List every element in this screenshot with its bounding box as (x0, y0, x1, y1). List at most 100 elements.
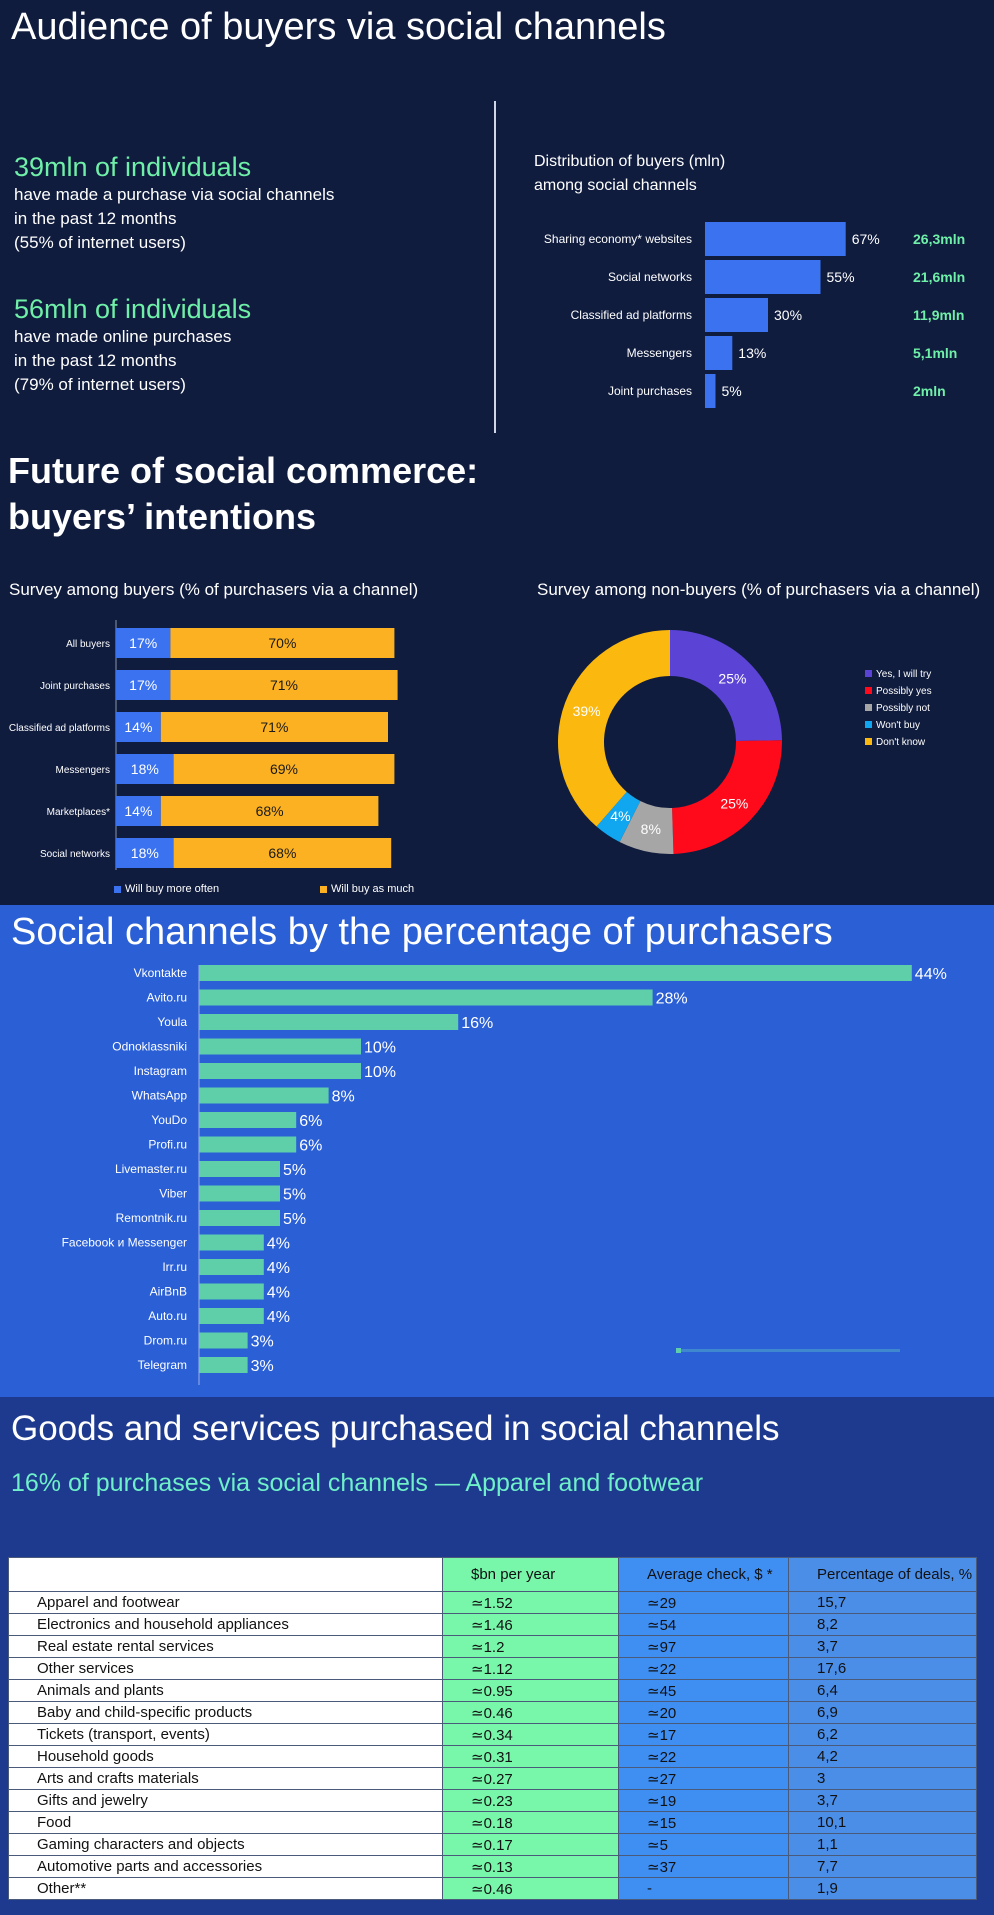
distribution-bar (705, 260, 821, 294)
buyers-value-label: 68% (256, 803, 284, 819)
legend-more-often-label: Will buy more often (125, 883, 220, 895)
channels-value-label: 4% (267, 1309, 290, 1326)
distribution-title-line2: among social channels (534, 177, 697, 194)
donut-legend-swatch (865, 738, 872, 745)
buyers-bar-more-often (116, 754, 174, 784)
cell-bn-per-year: ≃0.34 (442, 1723, 619, 1746)
donut-slice (672, 740, 782, 854)
table-row: Other services ≃1.12 ≃22 17,6 (8, 1657, 978, 1680)
cell-percentage-deals: 3 (787, 1767, 978, 1790)
channels-value-label: 8% (332, 1089, 355, 1106)
audience-section: Audience of buyers via social channels 3… (0, 0, 994, 905)
cell-bn-per-year: ≃0.95 (442, 1679, 619, 1702)
cell-average-check: ≃45 (618, 1679, 789, 1702)
channels-bar (199, 1259, 264, 1275)
buyers-value-label: 71% (270, 677, 298, 693)
distribution-mln-label: 2mln (913, 383, 946, 399)
buyers-bar-as-much (170, 628, 395, 658)
channels-category-label: WhatsApp (132, 1089, 188, 1103)
cell-average-check: ≃17 (618, 1723, 789, 1746)
channels-category-label: Odnoklassniki (112, 1040, 187, 1054)
cell-category: Apparel and footwear (8, 1591, 443, 1614)
cell-category: Electronics and household appliances (8, 1613, 443, 1636)
cell-bn-per-year: ≃0.18 (442, 1811, 619, 1834)
stat-social-line3: (55% of internet users) (14, 233, 186, 252)
cell-category: Gaming characters and objects (8, 1833, 443, 1856)
donut-slice (596, 791, 641, 843)
donut-legend-swatch (865, 687, 872, 694)
future-title-line1: Future of social commerce: (8, 450, 479, 491)
buyers-category-label: Social networks (40, 849, 110, 860)
channels-value-label: 5% (283, 1187, 306, 1204)
channels-category-label: Drom.ru (144, 1334, 187, 1348)
legend-as-much: Will buy as much (320, 883, 414, 895)
cell-percentage-deals: 10,1 (787, 1811, 978, 1834)
table-row: Apparel and footwear ≃1.52 ≃29 15,7 (8, 1591, 978, 1614)
channels-bar (199, 1283, 264, 1300)
table-row: Other** ≃0.46-1,9 (8, 1877, 978, 1900)
distribution-mln-label: 5,1mln (913, 345, 957, 361)
stat-block-online: 56mln of individuals have made online pu… (14, 294, 251, 397)
table-header-row: $bn per year Average check, $ * Percenta… (8, 1557, 978, 1592)
channels-category-label: YouDo (151, 1113, 187, 1127)
buyers-value-label: 70% (268, 635, 296, 651)
buyers-value-label: 68% (268, 845, 296, 861)
buyers-value-label: 14% (124, 719, 152, 735)
distribution-bar (705, 298, 768, 332)
channels-bar (199, 1234, 264, 1251)
channels-bar (199, 1357, 248, 1373)
donut-legend-label: Yes, I will try (876, 669, 931, 680)
buyers-value-label: 18% (131, 845, 159, 861)
table-header-bn-per-year: $bn per year (442, 1557, 619, 1592)
cell-bn-per-year: ≃1.12 (442, 1657, 619, 1680)
distribution-bar (705, 222, 846, 256)
faint-legend-swatch (676, 1348, 681, 1353)
buyers-bar-as-much (160, 712, 388, 742)
distribution-category-label: Social networks (608, 270, 692, 284)
cell-category: Arts and crafts materials (8, 1767, 443, 1790)
cell-average-check: ≃19 (618, 1789, 789, 1812)
channels-category-label: Irr.ru (162, 1260, 187, 1274)
cell-bn-per-year: ≃0.23 (442, 1789, 619, 1812)
table-header-category (8, 1557, 443, 1592)
buyers-bar-more-often (116, 628, 171, 658)
cell-average-check: ≃29 (618, 1591, 789, 1614)
distribution-value-label: 30% (774, 307, 802, 323)
buyers-value-label: 17% (129, 677, 157, 693)
cell-average-check: - (618, 1877, 789, 1900)
cell-average-check: ≃54 (618, 1613, 789, 1636)
channels-category-label: Vkontakte (134, 966, 188, 980)
donut-legend-swatch (865, 670, 872, 677)
cell-category: Tickets (transport, events) (8, 1723, 443, 1746)
buyers-stacked-bar-chart: All buyers 17% 70% Joint purchases 17% 71% Cla… (9, 620, 398, 870)
cell-category: Animals and plants (8, 1679, 443, 1702)
legend-swatch-as-much (320, 885, 327, 893)
cell-percentage-deals: 8,2 (787, 1613, 978, 1636)
buyers-value-label: 18% (131, 761, 159, 777)
buyers-bar-more-often (116, 796, 161, 826)
nonbuyers-donut-chart: 25% 25% 8% 4% 39% Yes, I will try Possibly yes… (558, 630, 932, 854)
stat-online-line3: (79% of internet users) (14, 375, 186, 394)
cell-bn-per-year: ≃0.46 (442, 1877, 619, 1900)
donut-value-label: 25% (718, 671, 746, 687)
nonbuyers-survey-title: Survey among non-buyers (% of purchasers… (537, 580, 981, 599)
cell-average-check: ≃22 (618, 1745, 789, 1768)
cell-average-check: ≃15 (618, 1811, 789, 1834)
table-row: Real estate rental services ≃1.2 ≃97 3,7 (8, 1635, 978, 1658)
distribution-mln-label: 11,9mln (913, 307, 964, 323)
channels-bar (199, 989, 653, 1006)
channels-value-label: 44% (915, 966, 947, 983)
buyers-value-label: 71% (260, 719, 288, 735)
donut-legend-label: Don't know (876, 737, 926, 748)
channels-bar (199, 1161, 280, 1177)
table-row: Automotive parts and accessories ≃0.13 ≃37… (8, 1855, 978, 1878)
buyers-bar-as-much (170, 670, 398, 700)
buyers-category-label: Classified ad platforms (9, 723, 110, 734)
cell-bn-per-year: ≃0.31 (442, 1745, 619, 1768)
cell-bn-per-year: ≃1.46 (442, 1613, 619, 1636)
stat-block-social: 39mln of individuals have made a purchas… (14, 152, 334, 255)
cell-bn-per-year: ≃1.2 (442, 1635, 619, 1658)
buyers-bar-as-much (173, 754, 395, 784)
cell-average-check: ≃22 (618, 1657, 789, 1680)
channels-category-label: Instagram (134, 1064, 187, 1078)
